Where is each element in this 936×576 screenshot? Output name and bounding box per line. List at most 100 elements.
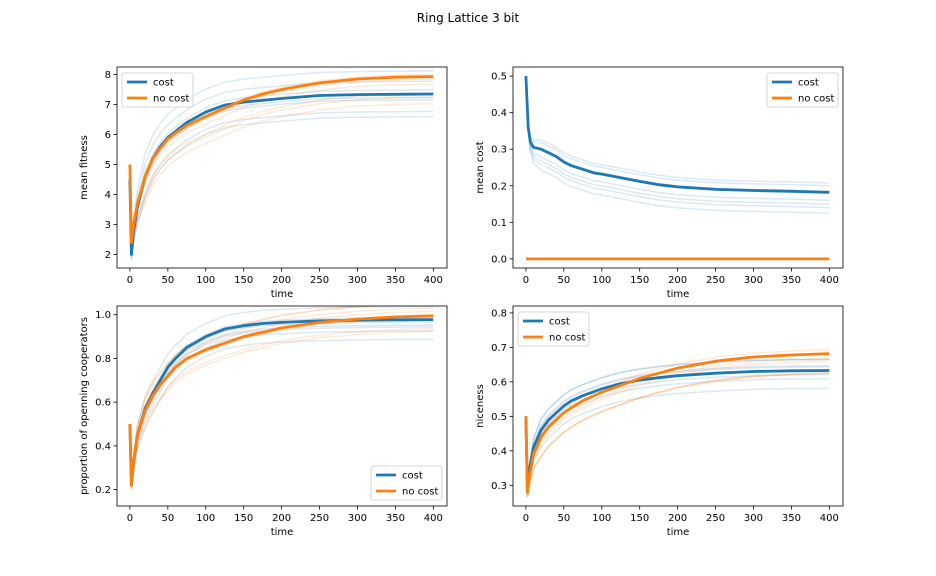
run-line — [129, 327, 434, 489]
run-line — [525, 76, 830, 215]
run-line — [129, 99, 434, 256]
x-tick-label: 400 — [820, 275, 839, 286]
x-axis-label: time — [667, 289, 690, 300]
run-line — [129, 110, 434, 259]
x-tick-label: 350 — [386, 275, 405, 286]
x-tick-label: 0 — [127, 275, 133, 286]
y-tick-label: 0.3 — [491, 481, 507, 492]
y-tick-label: 2 — [105, 250, 111, 261]
x-tick-label: 400 — [424, 513, 443, 524]
x-tick-label: 200 — [272, 275, 291, 286]
run-line — [525, 76, 830, 205]
panel-cost: 0 50 100 150 200 250 300 350 400 0.0 0.1 0.2 0.3 0.4 0… — [475, 66, 844, 300]
legend: cost no cost — [766, 72, 839, 108]
y-tick-label: 0.3 — [491, 145, 507, 156]
run-line — [129, 310, 434, 485]
y-axis-label: mean cost — [475, 141, 486, 193]
y-tick-label: 8 — [105, 70, 111, 81]
y-tick-label: 0.4 — [95, 441, 111, 452]
legend-entry: no cost — [402, 487, 438, 498]
series-line-no-cost — [128, 75, 434, 244]
run-line — [525, 76, 830, 209]
x-tick-label: 400 — [424, 275, 443, 286]
x-tick-label: 0 — [127, 513, 133, 524]
y-tick-label: 6 — [105, 130, 111, 141]
x-axis-label: time — [271, 527, 294, 538]
figure-title: Ring Lattice 3 bit — [417, 11, 520, 25]
run-line — [129, 115, 434, 261]
x-tick-label: 300 — [744, 513, 763, 524]
y-tick-label: 0.6 — [95, 398, 111, 409]
y-tick-label: 0.4 — [491, 446, 507, 457]
legend-entry: cost — [402, 471, 423, 482]
legend-entry: no cost — [798, 94, 834, 105]
x-tick-label: 250 — [310, 513, 329, 524]
legend-entry: no cost — [153, 94, 189, 105]
x-tick-label: 400 — [820, 513, 839, 524]
run-line — [129, 96, 434, 248]
y-tick-label: 0.2 — [491, 181, 507, 192]
y-tick-label: 0.5 — [491, 412, 507, 423]
legend: cost no cost — [517, 311, 590, 347]
legend-entry: no cost — [549, 333, 585, 344]
legend-entry: cost — [549, 317, 570, 328]
x-tick-label: 0 — [523, 513, 529, 524]
x-tick-label: 150 — [630, 513, 649, 524]
run-line — [525, 371, 830, 498]
run-line — [129, 89, 434, 254]
legend: cost no cost — [121, 72, 194, 108]
series-line-no-cost — [524, 352, 830, 494]
y-tick-label: 0.0 — [491, 254, 507, 265]
y-tick-label: 3 — [105, 220, 111, 231]
y-tick-label: 0.5 — [491, 72, 507, 83]
x-tick-label: 50 — [557, 275, 570, 286]
x-tick-label: 200 — [668, 513, 687, 524]
x-tick-label: 250 — [310, 275, 329, 286]
x-axis-label: time — [271, 289, 294, 300]
y-tick-label: 5 — [105, 160, 111, 171]
run-line — [525, 372, 830, 498]
y-tick-label: 0.7 — [491, 343, 507, 354]
x-tick-label: 300 — [348, 275, 367, 286]
x-tick-label: 350 — [386, 513, 405, 524]
x-tick-label: 100 — [592, 275, 611, 286]
x-tick-label: 150 — [234, 275, 253, 286]
x-tick-label: 100 — [196, 513, 215, 524]
run-line — [129, 102, 434, 250]
run-line — [525, 364, 830, 492]
x-tick-label: 250 — [706, 275, 725, 286]
series-line-cost — [524, 76, 830, 194]
x-tick-label: 50 — [161, 275, 174, 286]
run-line — [525, 76, 830, 187]
x-tick-label: 200 — [272, 513, 291, 524]
legend-entry: cost — [153, 78, 174, 89]
run-line — [525, 366, 830, 492]
run-line — [525, 372, 830, 498]
x-tick-label: 250 — [706, 513, 725, 524]
run-line — [129, 338, 434, 491]
x-tick-label: 350 — [782, 513, 801, 524]
x-tick-label: 150 — [234, 513, 253, 524]
x-tick-label: 300 — [348, 513, 367, 524]
x-tick-label: 100 — [196, 275, 215, 286]
series-line-no-cost — [128, 314, 434, 487]
x-tick-label: 50 — [557, 513, 570, 524]
y-axis-label: niceness — [475, 384, 486, 428]
y-tick-label: 4 — [105, 190, 111, 201]
x-tick-label: 50 — [161, 513, 174, 524]
y-tick-label: 0.4 — [491, 108, 507, 119]
x-tick-label: 100 — [592, 513, 611, 524]
run-line — [129, 306, 434, 483]
y-tick-label: 0.6 — [491, 377, 507, 388]
run-line — [525, 76, 830, 201]
x-tick-label: 300 — [744, 275, 763, 286]
legend: cost no cost — [370, 465, 443, 501]
panel-fitness: 0 50 100 150 200 250 300 350 400 2 3 4 5 6 7 8 time mean … — [79, 66, 448, 300]
run-line — [129, 321, 434, 486]
panel-niceness: 0 50 100 150 200 250 300 350 400 0.3 0.4 0.5 0.6 0.7 0… — [475, 305, 844, 538]
y-tick-label: 0.8 — [95, 354, 111, 365]
x-axis-label: time — [667, 527, 690, 538]
run-line — [129, 326, 434, 488]
y-tick-label: 1.0 — [95, 310, 111, 321]
